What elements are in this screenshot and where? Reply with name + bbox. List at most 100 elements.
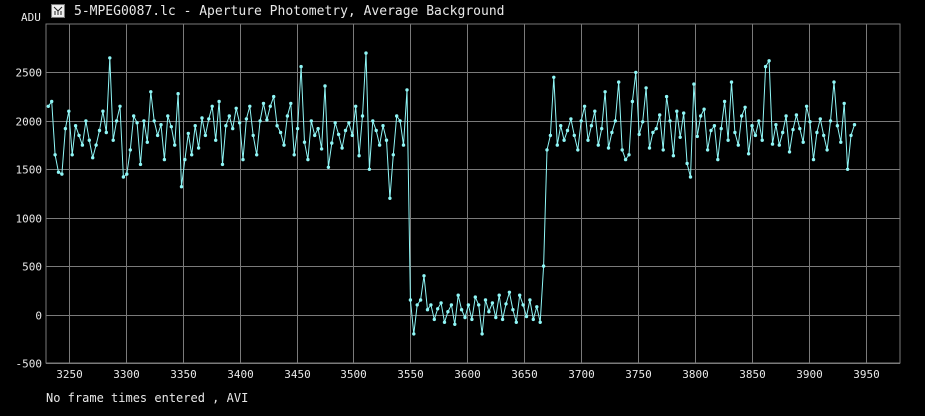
- data-point: [118, 104, 122, 109]
- data-point: [220, 162, 225, 167]
- data-point: [128, 148, 132, 152]
- data-point: [412, 332, 416, 336]
- data-point: [159, 123, 163, 127]
- data-point: [828, 119, 833, 123]
- data-point: [770, 142, 775, 146]
- data-point: [804, 104, 809, 109]
- data-point: [818, 117, 822, 121]
- data-point: [641, 120, 645, 124]
- data-point: [162, 157, 167, 162]
- data-point: [384, 138, 389, 142]
- data-point: [627, 153, 631, 157]
- data-point: [114, 119, 119, 123]
- data-point: [166, 114, 170, 118]
- data-point: [651, 130, 655, 135]
- data-point: [791, 127, 795, 132]
- data-point: [63, 126, 68, 131]
- data-point: [459, 308, 464, 312]
- data-point: [521, 303, 525, 307]
- data-point: [466, 303, 471, 307]
- data-point: [593, 109, 597, 113]
- data-point: [477, 303, 481, 307]
- data-point: [429, 303, 433, 307]
- data-point: [347, 121, 351, 125]
- data-point: [401, 143, 406, 147]
- data-point: [255, 153, 259, 157]
- data-point: [565, 128, 570, 133]
- data-point: [538, 320, 542, 324]
- data-point: [753, 133, 758, 138]
- x-tick-label: 3600: [454, 368, 481, 381]
- data-point: [67, 109, 71, 113]
- data-point: [582, 104, 587, 109]
- data-point: [316, 126, 320, 131]
- x-tick-label: 3450: [284, 368, 311, 381]
- x-tick-label: 3300: [113, 368, 140, 381]
- data-point: [138, 162, 143, 167]
- x-tick-label: 3700: [568, 368, 595, 381]
- data-point: [442, 320, 447, 324]
- app-icon[interactable]: [51, 4, 65, 18]
- data-point: [630, 99, 635, 104]
- data-point: [241, 157, 245, 162]
- data-point: [750, 124, 754, 128]
- data-point: [176, 92, 180, 96]
- data-point: [610, 130, 614, 135]
- data-point: [94, 143, 98, 147]
- data-point: [432, 317, 436, 322]
- data-point: [664, 94, 669, 99]
- data-point: [470, 317, 474, 322]
- data-point: [340, 146, 344, 150]
- data-point: [504, 302, 508, 306]
- data-point: [634, 70, 638, 75]
- data-point: [251, 133, 255, 138]
- data-point: [511, 308, 515, 312]
- data-point: [80, 143, 85, 147]
- x-tick-label: 3250: [56, 368, 83, 381]
- data-point: [463, 315, 467, 320]
- data-point: [787, 150, 792, 154]
- data-point: [562, 138, 566, 142]
- data-point: [132, 114, 136, 118]
- data-point: [319, 147, 324, 151]
- data-point: [545, 148, 549, 152]
- data-point: [712, 124, 717, 128]
- data-point: [391, 153, 395, 157]
- data-point: [374, 128, 378, 133]
- data-point: [425, 308, 430, 312]
- data-point: [302, 140, 307, 144]
- data-point: [596, 143, 600, 147]
- x-tick-label: 3950: [853, 368, 880, 381]
- data-point: [705, 148, 710, 152]
- data-point: [53, 153, 57, 157]
- data-point: [395, 114, 399, 118]
- y-tick-label: 0: [35, 310, 42, 323]
- data-point: [333, 121, 337, 125]
- data-point: [658, 113, 662, 117]
- data-point: [480, 332, 484, 336]
- data-point: [535, 305, 539, 309]
- data-point: [822, 133, 826, 138]
- data-point: [579, 119, 583, 123]
- title-bar: 5-MPEG0087.lc - Aperture Photometry, Ave…: [0, 0, 925, 24]
- data-point: [357, 154, 361, 158]
- data-point: [832, 80, 836, 84]
- data-point: [97, 128, 102, 133]
- data-point: [541, 264, 546, 268]
- data-point: [623, 157, 628, 162]
- x-tick-label: 3500: [340, 368, 367, 381]
- data-point: [46, 104, 50, 109]
- data-point: [418, 298, 423, 302]
- data-point: [794, 113, 799, 117]
- data-point: [234, 106, 238, 111]
- data-point: [743, 105, 747, 110]
- data-point: [661, 148, 665, 152]
- data-point: [617, 80, 621, 84]
- data-point: [722, 99, 727, 104]
- data-point: [367, 167, 372, 171]
- data-point: [125, 172, 129, 176]
- y-tick-label: 500: [22, 261, 42, 274]
- data-point: [514, 320, 518, 324]
- data-point: [436, 307, 440, 311]
